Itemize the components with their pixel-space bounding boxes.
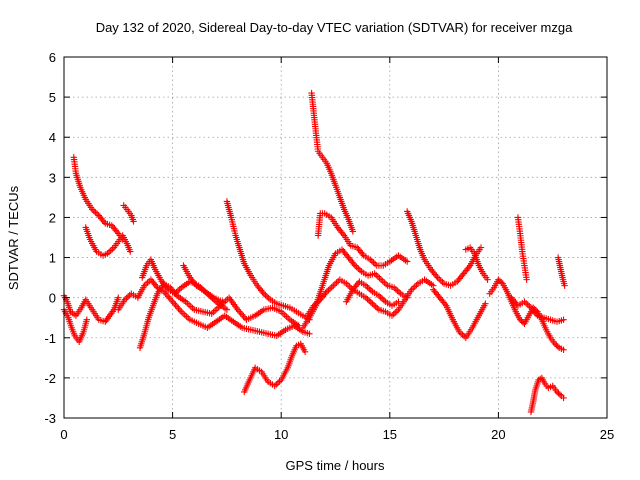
data-point: [223, 306, 231, 313]
data-point: [130, 218, 137, 225]
y-tick-label: 5: [49, 90, 56, 105]
series-arc-g: [136, 280, 302, 352]
data-point: [219, 298, 226, 305]
data-point: [561, 282, 568, 289]
x-tick-label: 10: [274, 427, 288, 442]
data-point: [295, 322, 302, 329]
series-arc-a: [60, 306, 91, 345]
x-tick-labels: 0 5 10 15 20 25: [60, 427, 614, 442]
data-point: [395, 298, 402, 305]
x-tick-label: 20: [491, 427, 505, 442]
data-points: [60, 89, 568, 416]
series-arc-n: [299, 246, 411, 331]
series-arc-p: [343, 278, 402, 309]
series-arc-w: [527, 374, 567, 416]
y-tick-label: -3: [44, 411, 56, 426]
data-point: [306, 330, 313, 337]
series-arc-i: [180, 262, 226, 305]
series-arc-e: [120, 202, 137, 225]
data-point: [127, 248, 134, 255]
x-tick-label: 15: [383, 427, 397, 442]
y-tick-label: -2: [44, 371, 56, 386]
x-axis-label: GPS time / hours: [286, 458, 385, 473]
series-arc-x: [554, 254, 568, 289]
data-point: [560, 394, 567, 402]
x-tick-label: 0: [60, 427, 67, 442]
y-tick-label: 2: [49, 210, 56, 225]
y-axis-label: SDTVAR / TECUs: [6, 185, 21, 290]
series-arc-v: [508, 294, 567, 325]
series-arc-d: [82, 224, 134, 259]
data-point: [560, 346, 567, 354]
data-point: [83, 316, 91, 323]
series-arc-j: [223, 198, 313, 323]
data-point: [115, 294, 122, 301]
series-arc-k: [241, 340, 309, 396]
series-arc-u: [514, 214, 530, 283]
y-tick-labels: -3 -2 -1 0 1 2 3 4 5 6: [44, 50, 56, 426]
axis-ticks: [63, 56, 608, 419]
x-tick-label: 5: [169, 427, 176, 442]
series-arc-f: [115, 276, 313, 339]
series-arc-l: [308, 89, 357, 235]
y-tick-label: 1: [49, 251, 56, 266]
data-point: [498, 279, 505, 286]
data-point: [554, 343, 561, 350]
x-tick-label: 25: [600, 427, 614, 442]
data-point: [523, 276, 530, 283]
data-point: [403, 258, 411, 265]
y-tick-label: -1: [44, 331, 56, 346]
data-point: [560, 316, 567, 323]
data-point: [349, 228, 357, 235]
y-tick-label: 6: [49, 50, 56, 65]
y-tick-label: 0: [49, 291, 56, 306]
data-point: [556, 391, 564, 398]
data-point: [482, 300, 489, 307]
y-tick-label: 3: [49, 170, 56, 185]
plot-frame: [63, 56, 608, 419]
series-arc-m: [314, 210, 411, 269]
data-point: [477, 244, 485, 251]
series-arc-s: [462, 244, 491, 283]
series-arc-r: [430, 286, 489, 341]
chart-title: Day 132 of 2020, Sidereal Day-to-day VTE…: [96, 20, 573, 35]
data-point: [484, 276, 491, 283]
data-point: [301, 348, 309, 356]
y-tick-label: 4: [49, 130, 56, 145]
